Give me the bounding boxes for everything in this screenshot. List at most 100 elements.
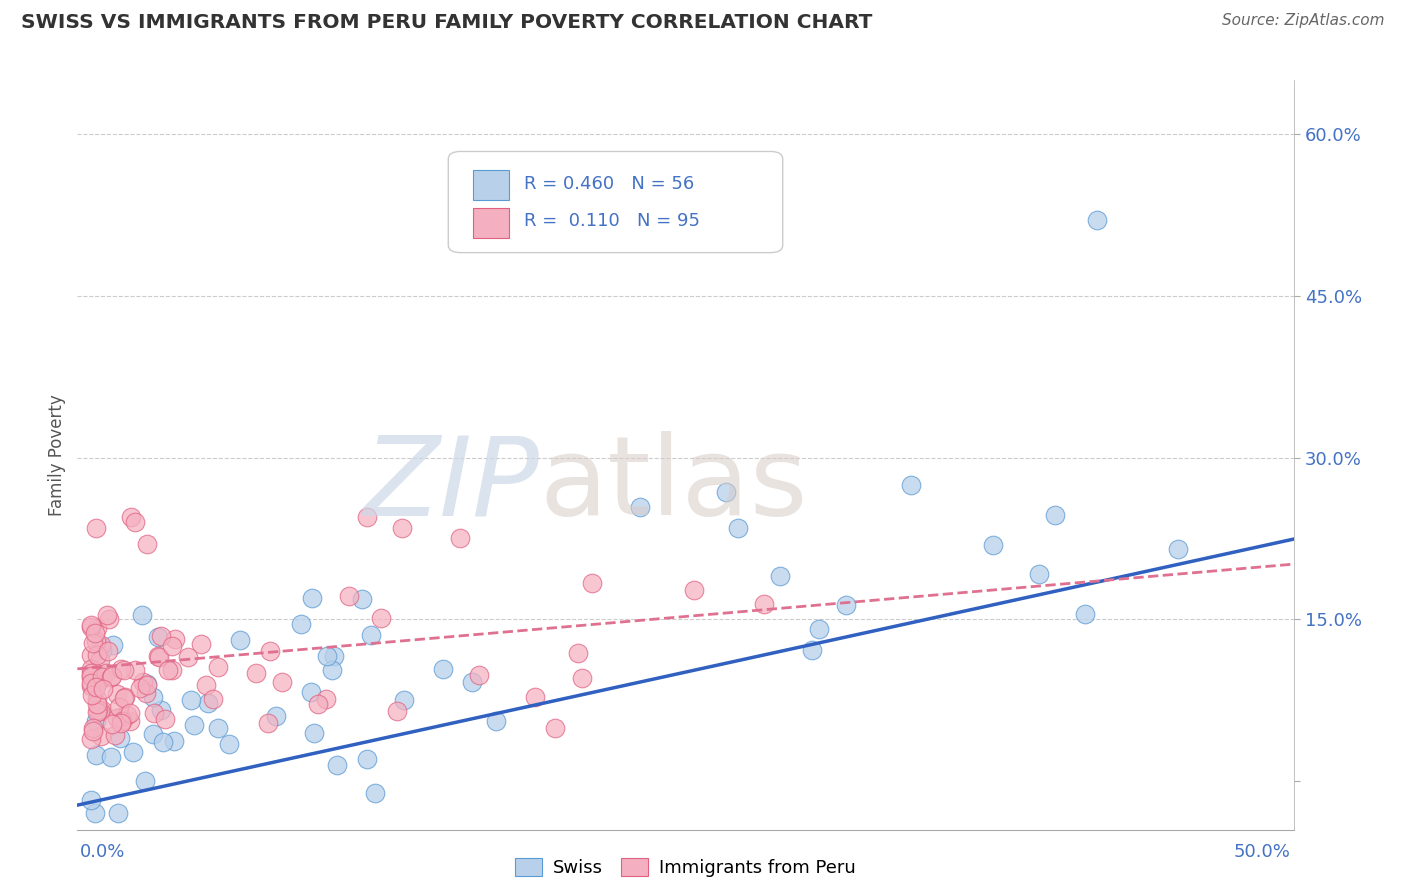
Point <box>835 598 858 612</box>
Point <box>100 749 122 764</box>
Point <box>218 737 240 751</box>
Point <box>80 662 103 676</box>
Point <box>91 670 114 684</box>
Y-axis label: Family Poverty: Family Poverty <box>48 394 66 516</box>
Point <box>112 691 135 706</box>
Point <box>360 628 382 642</box>
Point <box>194 678 217 692</box>
Point <box>315 692 337 706</box>
Point <box>86 621 108 635</box>
Point <box>89 653 111 667</box>
FancyBboxPatch shape <box>472 208 509 237</box>
Point <box>326 757 349 772</box>
Point <box>110 731 132 746</box>
Point <box>163 733 186 747</box>
Point <box>80 688 103 702</box>
Point <box>190 637 212 651</box>
Point <box>714 485 737 500</box>
Point <box>122 745 145 759</box>
Point <box>80 793 103 807</box>
Point <box>135 678 157 692</box>
Point <box>148 649 170 664</box>
Text: R = 0.460   N = 56: R = 0.460 N = 56 <box>523 175 695 193</box>
Point <box>124 516 146 530</box>
Point <box>80 669 103 683</box>
Point <box>207 660 229 674</box>
Text: 0.0%: 0.0% <box>80 843 125 861</box>
Point <box>80 617 103 632</box>
Point <box>86 692 108 706</box>
Point <box>110 715 132 730</box>
Point <box>769 568 792 582</box>
Point <box>392 693 415 707</box>
Point <box>207 721 229 735</box>
Point <box>86 698 108 712</box>
Point <box>183 718 205 732</box>
Point <box>257 716 280 731</box>
Point <box>84 714 107 728</box>
Point <box>86 705 108 719</box>
Text: Source: ZipAtlas.com: Source: ZipAtlas.com <box>1222 13 1385 29</box>
Point <box>364 786 387 800</box>
Text: 50.0%: 50.0% <box>1234 843 1291 861</box>
Point <box>177 650 200 665</box>
Point <box>94 665 117 680</box>
Point <box>801 643 824 657</box>
Point <box>86 521 108 535</box>
Point <box>97 643 120 657</box>
Point <box>682 583 704 598</box>
Point <box>142 690 165 704</box>
Point <box>90 703 112 717</box>
Point <box>337 589 360 603</box>
Point <box>134 773 156 788</box>
Point <box>82 721 104 735</box>
Point <box>80 676 103 690</box>
Point <box>316 648 339 663</box>
Text: R =  0.110   N = 95: R = 0.110 N = 95 <box>523 212 700 230</box>
Point <box>808 622 831 636</box>
Point <box>100 716 122 731</box>
Point <box>80 732 103 747</box>
Point <box>153 712 176 726</box>
Point <box>135 537 157 551</box>
Point <box>165 632 187 647</box>
Point <box>84 806 107 821</box>
Point <box>160 663 183 677</box>
Point <box>96 608 118 623</box>
Point <box>107 806 129 821</box>
Point <box>90 729 112 743</box>
Point <box>93 682 115 697</box>
Point <box>110 662 132 676</box>
Point <box>114 690 136 704</box>
Point <box>80 620 103 634</box>
Point <box>468 668 491 682</box>
Point <box>80 670 103 684</box>
Point <box>581 575 603 590</box>
Point <box>132 675 155 690</box>
Point <box>101 638 124 652</box>
Point <box>567 646 589 660</box>
Point <box>82 636 104 650</box>
Point <box>157 663 180 677</box>
Point <box>142 727 165 741</box>
Point <box>307 697 329 711</box>
Point <box>80 679 103 693</box>
Point <box>180 693 202 707</box>
Point <box>1028 567 1050 582</box>
Point <box>1085 213 1108 227</box>
FancyBboxPatch shape <box>472 170 509 200</box>
Point <box>385 705 408 719</box>
Point <box>323 648 346 663</box>
Point <box>110 709 132 723</box>
Point <box>391 521 413 535</box>
Point <box>84 634 107 648</box>
Point <box>83 625 105 640</box>
Point <box>148 648 170 663</box>
Point <box>120 509 142 524</box>
Point <box>84 747 107 762</box>
Point <box>115 708 138 723</box>
Point <box>100 670 122 684</box>
Point <box>321 663 343 677</box>
Point <box>131 608 153 623</box>
Point <box>87 673 110 688</box>
